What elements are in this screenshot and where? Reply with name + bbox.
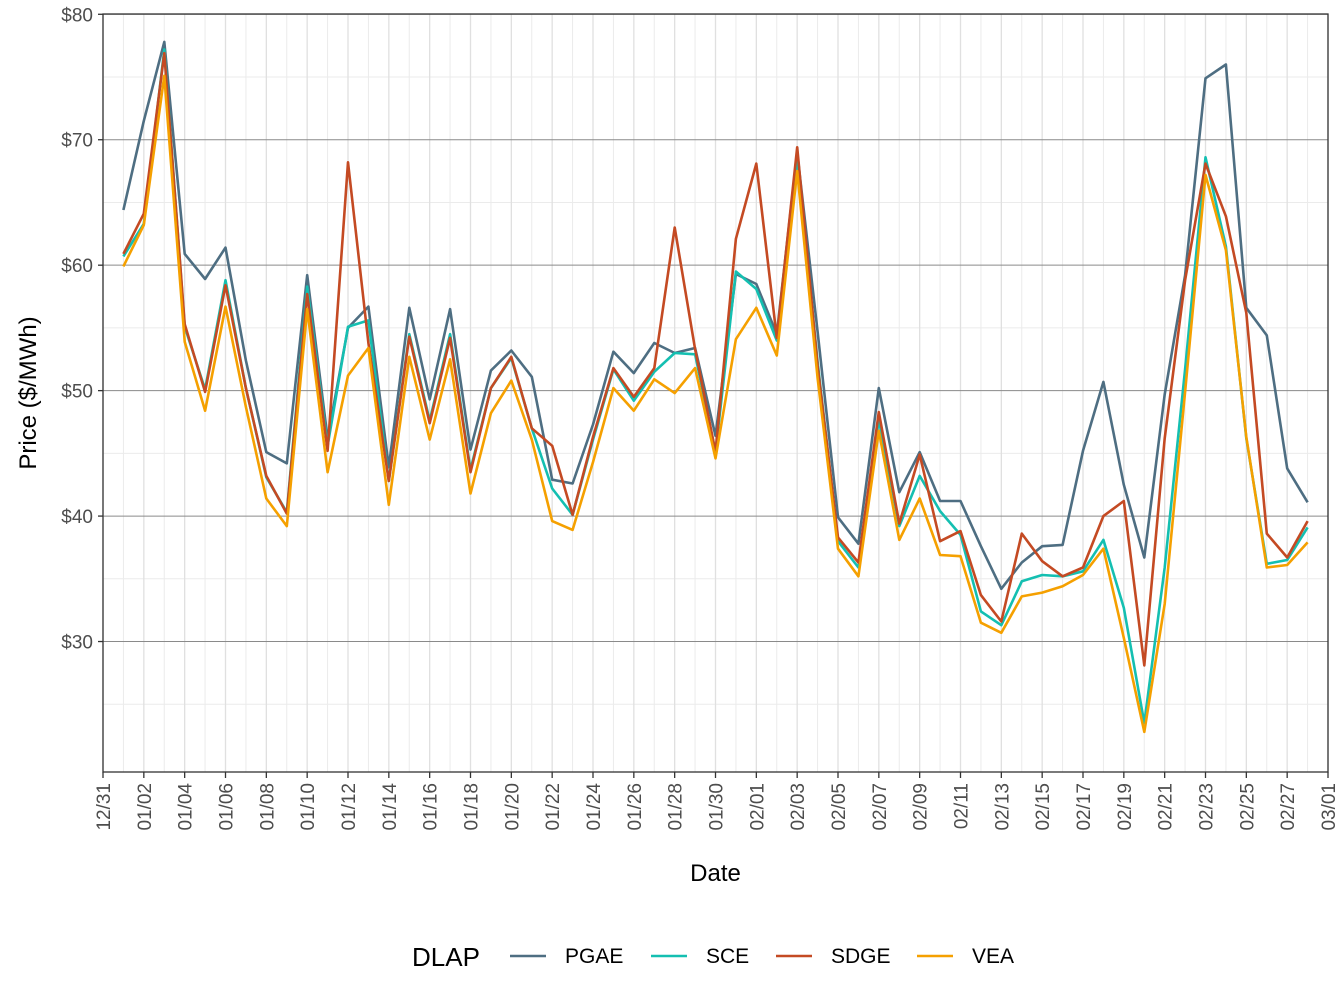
x-tick-label: 01/18 [462,783,483,831]
x-tick-label: 01/20 [502,783,523,831]
x-tick-label: 12/31 [94,783,115,831]
x-tick-label: 02/19 [1115,783,1136,831]
legend: DLAP PGAE SCE SDGE VEA [412,942,1014,972]
x-tick-label: 02/13 [992,783,1013,831]
x-tick-label: 01/06 [217,783,238,831]
x-tick-label: 02/25 [1237,783,1258,831]
x-tick-label: 01/22 [543,783,564,831]
legend-label-pgae: PGAE [565,945,623,968]
x-tick-label: 02/15 [1033,783,1054,831]
y-tick-label: $80 [61,5,93,26]
series-line-vea [122,74,1309,734]
x-tick-label: 01/24 [584,783,605,831]
y-axis: $30 $40 $50 $60 $70 $80 [61,5,103,654]
x-tick-label: 01/12 [339,783,360,831]
x-tick-label: 02/05 [829,783,850,831]
x-tick-label: 02/11 [952,783,973,829]
x-axis: 12/31 01/02 01/04 01/06 01/08 01/10 01/12 01/14… [94,772,1340,831]
x-tick-label: 03/01 [1319,783,1340,831]
x-tick-label: 02/07 [870,783,891,831]
x-axis-title: Date [690,860,741,887]
x-tick-label: 02/23 [1197,783,1218,831]
y-tick-label: $30 [61,633,93,654]
x-tick-label: 01/10 [298,783,319,831]
legend-title: DLAP [412,942,480,972]
x-tick-label: 02/21 [1156,783,1177,831]
x-tick-label: 02/27 [1278,783,1299,831]
series-lines [122,40,1309,734]
legend-label-sdge: SDGE [831,945,891,968]
x-tick-label: 01/04 [176,783,197,831]
x-tick-label: 02/01 [747,783,768,831]
x-tick-label: 01/14 [380,783,401,831]
legend-label-vea: VEA [972,945,1014,968]
legend-label-sce: SCE [706,945,749,968]
y-tick-label: $70 [61,131,93,152]
x-tick-label: 01/08 [257,783,278,831]
x-tick-label: 01/16 [421,783,442,831]
y-tick-label: $40 [61,507,93,528]
y-tick-label: $60 [61,256,93,277]
x-tick-label: 02/17 [1074,783,1095,831]
y-axis-title: Price ($/MWh) [15,316,42,469]
x-tick-label: 02/09 [911,783,932,831]
x-tick-label: 01/02 [135,783,156,831]
x-tick-label: 01/30 [707,783,728,831]
x-tick-label: 01/26 [625,783,646,831]
y-tick-label: $50 [61,382,93,403]
x-tick-label: 02/03 [788,783,809,831]
x-tick-label: 01/28 [666,783,687,831]
